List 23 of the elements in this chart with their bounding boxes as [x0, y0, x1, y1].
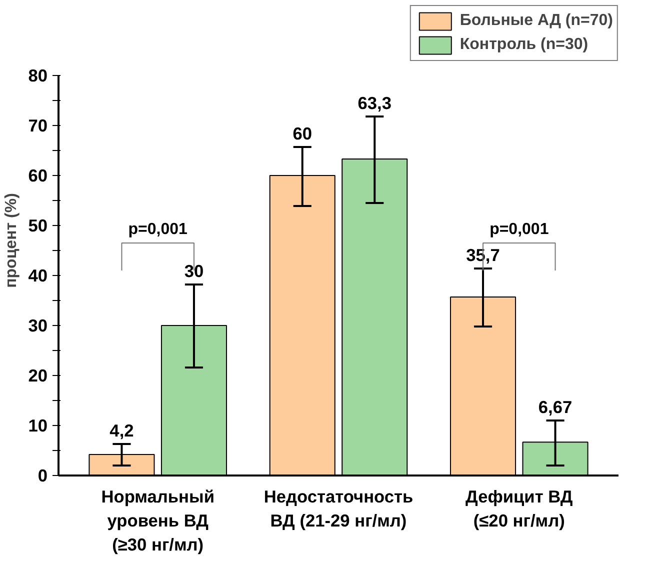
y-tick-label: 70 — [28, 116, 48, 136]
data-label: 30 — [184, 261, 204, 281]
x-tick-label: Дефицит ВД (≤20 нг/мл) — [466, 486, 574, 530]
legend-label: Контроль (n=30) — [460, 36, 588, 54]
annotation: p=0,001 — [128, 221, 188, 238]
x-tick-label: Нормальный уровень ВД (≥30 нг/мл) — [101, 486, 214, 554]
y-tick-label: 80 — [28, 66, 48, 86]
y-tick-label: 40 — [28, 266, 48, 286]
y-tick-label: 0 — [38, 466, 48, 486]
y-tick-label: 10 — [28, 416, 48, 436]
legend-label: Больные АД (n=70) — [460, 12, 613, 30]
data-label: 35,7 — [466, 245, 500, 265]
data-label: 63,3 — [358, 93, 392, 113]
y-tick-label: 20 — [28, 366, 48, 386]
data-label: 4,2 — [110, 420, 134, 440]
y-tick-label: 60 — [28, 166, 48, 186]
x-tick-label: Недостаточность ВД (21-29 нг/мл) — [264, 486, 414, 530]
data-label: 6,67 — [538, 397, 572, 417]
y-tick-label: 30 — [28, 316, 48, 336]
data-label: 60 — [292, 124, 312, 144]
annotation: p=0,001 — [490, 221, 549, 238]
y-tick-label: 50 — [28, 216, 48, 236]
y-axis-title: процент (%) — [3, 193, 20, 288]
